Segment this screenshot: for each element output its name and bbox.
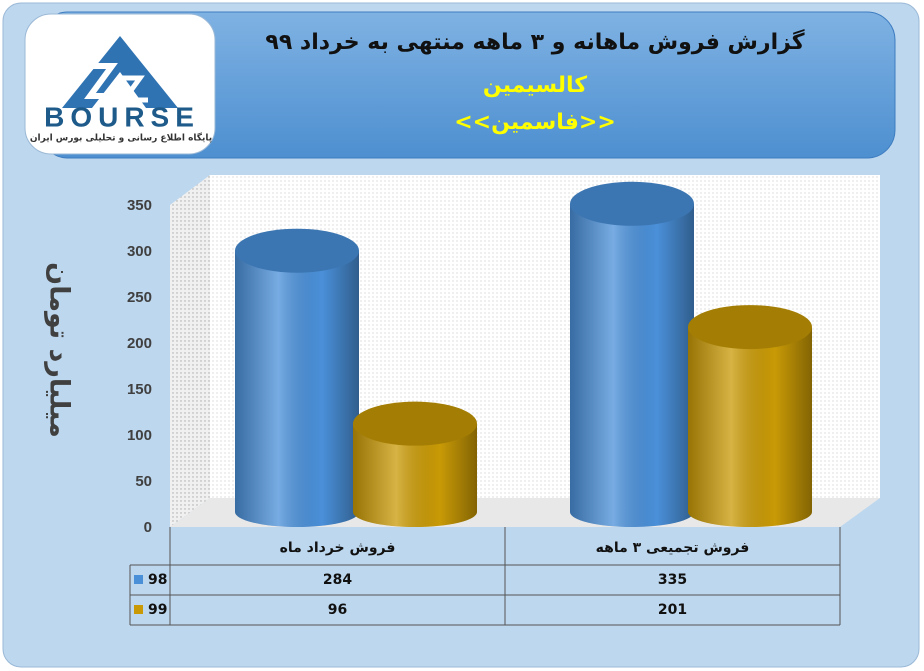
y-tick-label: 50 xyxy=(135,473,152,490)
bar xyxy=(353,401,477,527)
subtitle: کالسیمین xyxy=(483,73,587,98)
side-wall xyxy=(170,175,210,527)
x-tick-label: فروش تجمیعی ۳ ماهه xyxy=(596,540,750,556)
cylinder-top xyxy=(353,401,477,446)
bar xyxy=(688,305,812,527)
cylinder-top-shade xyxy=(235,228,359,273)
legend-swatch xyxy=(134,605,143,614)
logo-caption-box: پایگاه اطلاع رسانی و تحلیلی بورس ایران xyxy=(30,132,212,144)
cylinder-top xyxy=(570,181,694,226)
title: گزارش فروش ماهانه و ۳ ماهه منتهی به خردا… xyxy=(265,28,804,55)
cylinder-shade xyxy=(688,327,812,527)
cylinder-shade xyxy=(570,203,694,528)
cylinder-top xyxy=(688,305,812,350)
cylinder-top-shade xyxy=(688,305,812,350)
y-tick-label: 200 xyxy=(127,335,152,352)
subtitle-2: <<فاسمین>> xyxy=(454,110,616,135)
bar xyxy=(570,181,694,528)
cylinder-top-shade xyxy=(353,401,477,446)
logo: BOURSE پایگاه اطلاع رسانی و تحلیلی بورس … xyxy=(24,13,216,155)
legend-label: 99 xyxy=(148,602,167,618)
table-value: 96 xyxy=(328,602,347,618)
y-tick-label: 150 xyxy=(127,381,152,398)
cylinder-top-shade xyxy=(570,181,694,226)
y-tick-label: 350 xyxy=(127,197,152,214)
y-tick-label: 0 xyxy=(144,519,152,536)
cylinder-shade xyxy=(353,423,477,527)
y-tick-label: 250 xyxy=(127,289,152,306)
table-value: 201 xyxy=(658,602,687,618)
logo-text: BOURSE xyxy=(44,101,200,132)
logo-caption: پایگاه اطلاع رسانی و تحلیلی بورس ایران xyxy=(30,132,212,144)
cylinder-top xyxy=(235,228,359,273)
data-table xyxy=(129,527,841,626)
bar xyxy=(235,228,359,527)
y-tick-label: 300 xyxy=(127,243,152,260)
cylinder-shade xyxy=(235,250,359,527)
legend-swatch xyxy=(134,575,143,584)
x-tick-label: فروش خرداد ماه xyxy=(280,540,396,556)
y-axis-label: میلیارد تومان xyxy=(44,262,75,438)
legend-label: 98 xyxy=(148,572,167,588)
table-value: 284 xyxy=(323,572,352,588)
table-value: 335 xyxy=(658,572,687,588)
y-tick-label: 100 xyxy=(127,427,152,444)
